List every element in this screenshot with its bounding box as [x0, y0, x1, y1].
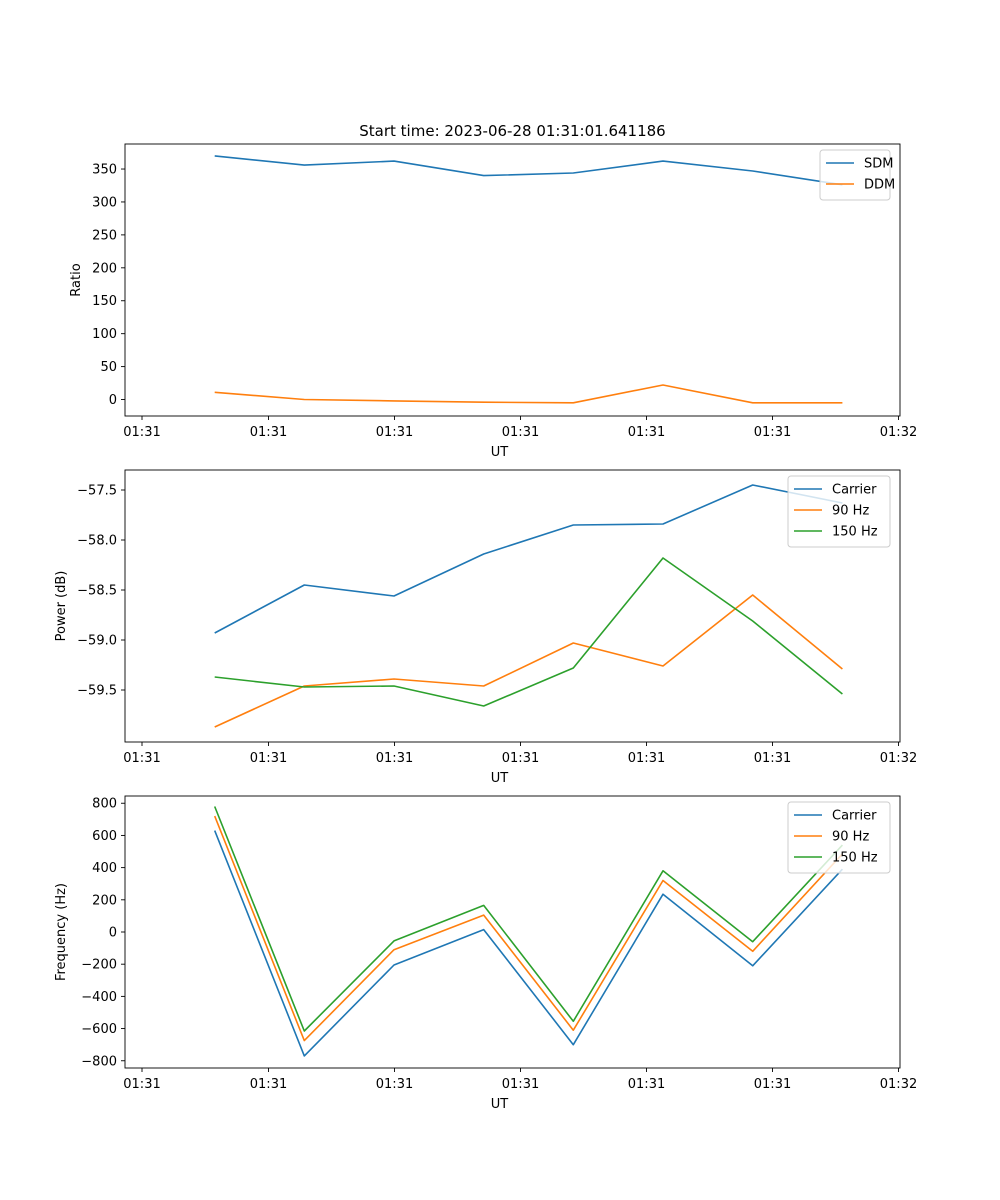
series-carrier [214, 484, 843, 634]
legend-box [787, 475, 891, 548]
y-tick-label: 0 [109, 926, 117, 941]
y-tick-label: −59.5 [77, 684, 117, 699]
panels: 01:31 01:31 01:31 01:31 01:31 01:31 01:32 0 50 10… [54, 143, 917, 1112]
x-tick-label: 01:31 [123, 425, 160, 440]
series-line [213, 830, 843, 1057]
y-tick-label: −57.5 [77, 484, 117, 499]
y-tick-label: 600 [92, 829, 117, 844]
x-tick-label: 01:31 [502, 1077, 539, 1092]
y-tick-label: −800 [81, 1054, 117, 1069]
x-tick-label: 01:31 [376, 425, 413, 440]
legend-label: 90 Hz [832, 504, 869, 519]
x-tick-label: 01:31 [754, 425, 791, 440]
legend-label: 90 Hz [832, 830, 869, 845]
x-axis-label: UT [491, 1097, 509, 1112]
series-line [214, 155, 843, 186]
y-tick-label: 150 [92, 294, 117, 309]
legend-label: SDM [864, 157, 893, 172]
y-axis-label: Frequency (Hz) [54, 883, 69, 981]
series-line [213, 815, 843, 1042]
legend-box [787, 801, 891, 874]
y-tick-label: −58.0 [77, 534, 117, 549]
x-tick-label: 01:31 [250, 751, 287, 766]
y-tick-label: 300 [92, 195, 117, 210]
series-90-hz [214, 594, 843, 728]
x-tick-label: 01:31 [502, 425, 539, 440]
x-tick-label: 01:31 [250, 1077, 287, 1092]
x-tick-label: 01:31 [628, 425, 665, 440]
y-tick-label: 50 [100, 360, 117, 375]
series-line [214, 594, 843, 728]
legend-label: Carrier [832, 483, 877, 498]
series-line [213, 806, 843, 1032]
y-tick-label: −600 [81, 1022, 117, 1037]
panel-3: 01:31 01:31 01:31 01:31 01:31 01:31 01:32 −800 −… [54, 795, 917, 1112]
plot-frame [124, 143, 901, 417]
series-carrier [213, 830, 843, 1057]
x-tick-label: 01:31 [376, 751, 413, 766]
y-tick-label: 800 [92, 797, 117, 812]
x-tick-label: 01:31 [628, 1077, 665, 1092]
x-tick-label: 01:31 [754, 1077, 791, 1092]
legend: Carrier 90 Hz 150 Hz [787, 475, 891, 548]
legend-label: Carrier [832, 809, 877, 824]
series-150-hz [214, 557, 843, 707]
series-ddm [214, 384, 843, 404]
x-axis-label: UT [491, 771, 509, 786]
legend-label: 150 Hz [832, 525, 878, 540]
series-90-hz [213, 815, 843, 1042]
x-tick-label: 01:32 [880, 751, 917, 766]
x-tick-label: 01:31 [502, 751, 539, 766]
y-tick-label: 250 [92, 228, 117, 243]
y-tick-label: 350 [92, 163, 117, 178]
x-tick-label: 01:32 [880, 1077, 917, 1092]
y-tick-label: −59.0 [77, 634, 117, 649]
x-axis-label: UT [491, 445, 509, 460]
panel-1: 01:31 01:31 01:31 01:31 01:31 01:31 01:32 0 50 10… [69, 143, 917, 460]
x-tick-label: 01:31 [754, 751, 791, 766]
series-line [214, 557, 843, 707]
figure-title: Start time: 2023-06-28 01:31:01.641186 [359, 122, 665, 140]
y-tick-label: 200 [92, 261, 117, 276]
x-tick-label: 01:31 [123, 1077, 160, 1092]
y-tick-label: 0 [109, 393, 117, 408]
x-tick-label: 01:31 [123, 751, 160, 766]
y-tick-label: 100 [92, 327, 117, 342]
series-150-hz [213, 806, 843, 1032]
x-tick-label: 01:31 [628, 751, 665, 766]
series-line [214, 384, 843, 404]
y-axis-label: Ratio [69, 263, 84, 296]
x-tick-label: 01:31 [376, 1077, 413, 1092]
legend: Carrier 90 Hz 150 Hz [787, 801, 891, 874]
legend: SDM DDM [819, 149, 895, 201]
y-axis-label: Power (dB) [54, 571, 69, 642]
y-tick-label: −400 [81, 990, 117, 1005]
legend-label: 150 Hz [832, 851, 878, 866]
panel-2: 01:31 01:31 01:31 01:31 01:31 01:31 01:32 −59.5… [54, 469, 917, 786]
series-sdm [214, 155, 843, 186]
x-tick-label: 01:32 [880, 425, 917, 440]
x-tick-label: 01:31 [250, 425, 287, 440]
legend-label: DDM [864, 178, 895, 193]
y-tick-label: 200 [92, 893, 117, 908]
y-tick-label: 400 [92, 861, 117, 876]
series-line [214, 484, 843, 634]
plot-frame [124, 469, 901, 743]
y-tick-label: −58.5 [77, 584, 117, 599]
y-tick-label: −200 [81, 958, 117, 973]
